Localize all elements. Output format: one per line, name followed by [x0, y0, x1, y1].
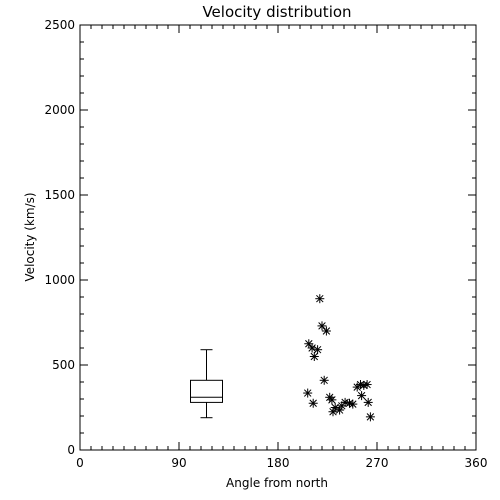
data-point: [308, 398, 318, 408]
data-point: [321, 326, 331, 336]
data-point: [327, 395, 337, 405]
data-point: [362, 380, 372, 390]
data-point: [315, 294, 325, 304]
x-tick-label: 90: [171, 456, 186, 470]
data-point: [348, 399, 358, 409]
data-point: [319, 375, 329, 385]
data-point: [365, 412, 375, 422]
data-point: [357, 391, 367, 401]
x-axis-label: Angle from north: [226, 476, 328, 490]
data-point: [303, 388, 313, 398]
y-tick-label: 0: [67, 443, 75, 457]
axis-ticks: [79, 24, 477, 451]
tick-labels: 0 90 180 270 360 0 500 1000 1500 2000 2500: [44, 18, 487, 470]
y-tick-label: 500: [52, 358, 75, 372]
y-tick-label: 1000: [44, 273, 75, 287]
y-axis-label: Velocity (km/s): [23, 192, 37, 281]
data-point: [363, 397, 373, 407]
boxplot-box: [190, 379, 223, 403]
data-point: [307, 343, 317, 353]
boxplot: [190, 349, 223, 419]
data-point: [328, 407, 338, 417]
x-tick-label: 360: [465, 456, 488, 470]
x-tick-label: 270: [366, 456, 389, 470]
y-tick-label: 2000: [44, 103, 75, 117]
data-point: [309, 352, 319, 361]
data-points: [303, 294, 375, 422]
y-tick-label: 1500: [44, 188, 75, 202]
plot-frame: [79, 24, 477, 451]
y-tick-label: 2500: [44, 18, 75, 32]
chart-title: Velocity distribution: [202, 3, 351, 21]
data-point: [313, 345, 323, 355]
x-tick-label: 0: [76, 456, 84, 470]
x-tick-label: 180: [267, 456, 290, 470]
